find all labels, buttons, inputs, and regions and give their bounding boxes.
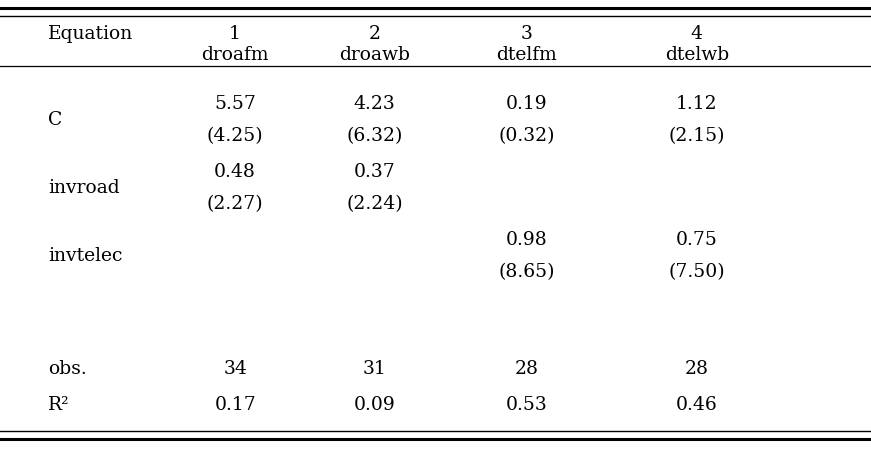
Text: 4: 4 (691, 25, 703, 43)
Text: 3: 3 (521, 25, 533, 43)
Text: 31: 31 (362, 360, 387, 378)
Text: 0.48: 0.48 (214, 163, 256, 181)
Text: invtelec: invtelec (48, 247, 122, 265)
Text: dtelfm: dtelfm (496, 46, 557, 64)
Text: droawb: droawb (339, 46, 410, 64)
Text: R²: R² (48, 396, 70, 414)
Text: invroad: invroad (48, 179, 119, 197)
Text: (8.65): (8.65) (499, 263, 555, 281)
Text: 34: 34 (223, 360, 247, 378)
Text: 5.57: 5.57 (214, 95, 256, 113)
Text: (0.32): (0.32) (499, 127, 555, 145)
Text: 4.23: 4.23 (354, 95, 395, 113)
Text: obs.: obs. (48, 360, 86, 378)
Text: 28: 28 (515, 360, 539, 378)
Text: (6.32): (6.32) (347, 127, 402, 145)
Text: 0.09: 0.09 (354, 396, 395, 414)
Text: 0.98: 0.98 (506, 231, 548, 249)
Text: (2.27): (2.27) (206, 195, 264, 213)
Text: 0.19: 0.19 (506, 95, 548, 113)
Text: (7.50): (7.50) (668, 263, 726, 281)
Text: (2.15): (2.15) (669, 127, 725, 145)
Text: 0.17: 0.17 (214, 396, 256, 414)
Text: 0.53: 0.53 (506, 396, 548, 414)
Text: Equation: Equation (48, 25, 133, 43)
Text: C: C (48, 111, 63, 129)
Text: dtelwb: dtelwb (665, 46, 729, 64)
Text: 0.75: 0.75 (676, 231, 718, 249)
Text: (4.25): (4.25) (206, 127, 264, 145)
Text: 0.37: 0.37 (354, 163, 395, 181)
Text: 2: 2 (368, 25, 381, 43)
Text: 1: 1 (229, 25, 241, 43)
Text: (2.24): (2.24) (346, 195, 403, 213)
Text: droafm: droafm (201, 46, 269, 64)
Text: 1.12: 1.12 (676, 95, 718, 113)
Text: 28: 28 (685, 360, 709, 378)
Text: 0.46: 0.46 (676, 396, 718, 414)
